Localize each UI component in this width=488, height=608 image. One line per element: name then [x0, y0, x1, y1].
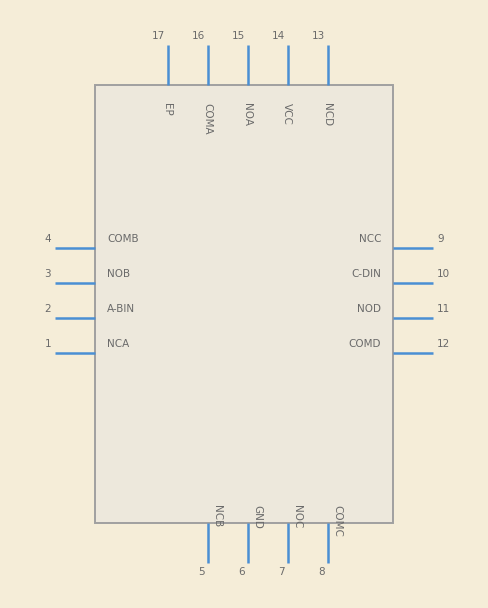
Text: 2: 2: [44, 304, 51, 314]
Text: VCC: VCC: [282, 103, 292, 125]
Text: 12: 12: [437, 339, 450, 349]
Text: NCC: NCC: [359, 234, 381, 244]
Text: EP: EP: [162, 103, 172, 116]
Text: 14: 14: [272, 31, 285, 41]
Text: NCD: NCD: [322, 103, 332, 126]
Bar: [95, 85, 393, 523]
Text: 17: 17: [152, 31, 165, 41]
Text: 15: 15: [232, 31, 245, 41]
Text: 6: 6: [238, 567, 245, 577]
Text: NCB: NCB: [212, 505, 222, 527]
Text: 5: 5: [199, 567, 205, 577]
Text: NOC: NOC: [292, 505, 302, 528]
Text: NCA: NCA: [107, 339, 129, 349]
Text: NOA: NOA: [242, 103, 252, 126]
Text: 16: 16: [192, 31, 205, 41]
Text: GND: GND: [252, 505, 262, 529]
Text: A-BIN: A-BIN: [107, 304, 135, 314]
Text: 7: 7: [278, 567, 285, 577]
Text: NOD: NOD: [357, 304, 381, 314]
Text: 9: 9: [437, 234, 444, 244]
Text: 4: 4: [44, 234, 51, 244]
Text: 8: 8: [318, 567, 325, 577]
Text: 1: 1: [44, 339, 51, 349]
Text: NOB: NOB: [107, 269, 130, 279]
Text: 10: 10: [437, 269, 450, 279]
Text: COMD: COMD: [348, 339, 381, 349]
Text: 11: 11: [437, 304, 450, 314]
Text: C-DIN: C-DIN: [351, 269, 381, 279]
Text: 13: 13: [312, 31, 325, 41]
Text: 3: 3: [44, 269, 51, 279]
Text: COMC: COMC: [332, 505, 342, 537]
Text: COMA: COMA: [202, 103, 212, 134]
Text: COMB: COMB: [107, 234, 139, 244]
